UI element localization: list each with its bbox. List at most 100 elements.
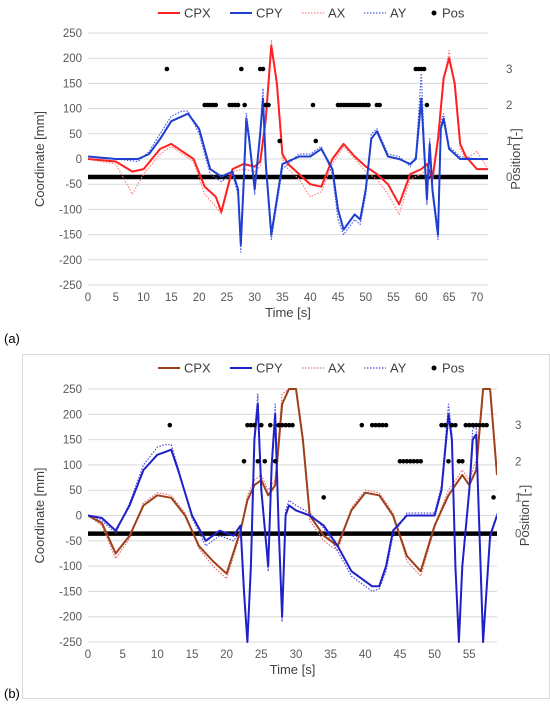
y2-axis-title: Position [-] xyxy=(517,485,532,546)
legend-label-cpx: CPX xyxy=(184,6,211,21)
series-line-cpy xyxy=(88,97,488,246)
y-tick-label: -50 xyxy=(65,179,82,191)
y2-tick-label: 1 xyxy=(506,136,512,148)
position-marker xyxy=(373,422,378,428)
plot-area xyxy=(88,39,488,253)
position-marker xyxy=(397,458,403,464)
position-marker xyxy=(442,422,448,428)
position-marker xyxy=(239,66,244,72)
position-marker xyxy=(262,458,268,464)
x-tick-label: 30 xyxy=(290,649,303,661)
y-tick-label: 150 xyxy=(63,78,82,90)
panel-label-a: (a) xyxy=(4,331,20,346)
position-marker xyxy=(283,422,288,428)
legend-label-cpx: CPX xyxy=(184,361,211,376)
y-tick-label: -150 xyxy=(59,230,82,242)
y-tick-label: 200 xyxy=(63,409,82,421)
y-tick-label: 100 xyxy=(63,104,82,116)
x-tick-label: 10 xyxy=(151,649,164,661)
legend-label-cpy: CPY xyxy=(256,6,283,21)
position-marker xyxy=(446,458,451,464)
series-line-cpx xyxy=(88,44,488,213)
position-marker xyxy=(376,422,382,428)
x-tick-label: 0 xyxy=(85,649,91,661)
x-tick-label: 50 xyxy=(359,292,372,304)
position-marker xyxy=(235,102,241,108)
position-marker xyxy=(424,102,430,108)
position-marker xyxy=(164,66,170,72)
y-tick-label: 0 xyxy=(76,511,82,523)
y2-tick-label: 0 xyxy=(515,529,521,541)
position-marker xyxy=(463,422,469,428)
position-marker xyxy=(310,102,316,108)
legend-label-ax: AX xyxy=(328,361,346,376)
x-tick-label: 30 xyxy=(248,292,261,304)
x-tick-label: 60 xyxy=(415,292,428,304)
y-tick-label: 50 xyxy=(69,485,82,497)
legend-label-ay: AY xyxy=(390,6,407,21)
y2-axis-title: Position [-] xyxy=(508,128,523,189)
y-tick-label: 100 xyxy=(63,460,82,472)
x-tick-label: 35 xyxy=(276,292,289,304)
position-marker xyxy=(408,458,413,464)
y2-tick-label: 0 xyxy=(506,172,512,184)
position-marker xyxy=(480,422,486,428)
x-tick-label: 40 xyxy=(304,292,317,304)
position-marker xyxy=(213,102,219,108)
position-marker xyxy=(453,422,458,428)
y-tick-label: 50 xyxy=(69,129,82,141)
position-marker xyxy=(259,422,264,428)
x-tick-label: 35 xyxy=(324,649,337,661)
x-tick-label: 65 xyxy=(443,292,456,304)
x-tick-label: 15 xyxy=(165,292,178,304)
position-marker xyxy=(313,138,319,144)
x-axis-title: Time [s] xyxy=(265,305,311,320)
position-marker xyxy=(272,458,278,464)
y-tick-label: -150 xyxy=(59,586,82,598)
y-tick-label: -200 xyxy=(59,255,82,267)
position-marker xyxy=(401,458,406,464)
position-marker xyxy=(366,102,371,108)
position-marker xyxy=(167,422,173,428)
x-tick-label: 5 xyxy=(119,649,125,661)
position-marker xyxy=(439,422,444,428)
legend-swatch-pos xyxy=(431,365,437,371)
x-tick-label: 15 xyxy=(186,649,199,661)
y2-tick-label: 2 xyxy=(506,100,512,112)
position-marker xyxy=(286,422,292,428)
position-marker xyxy=(277,138,282,144)
y-tick-label: -100 xyxy=(59,561,82,573)
x-tick-label: 10 xyxy=(137,292,150,304)
x-tick-label: 40 xyxy=(359,649,372,661)
y2-tick-label: 1 xyxy=(515,492,521,504)
x-tick-label: 45 xyxy=(394,649,407,661)
y2-tick-label: 2 xyxy=(515,456,521,468)
y-tick-label: 200 xyxy=(63,53,82,65)
series-line-cpy xyxy=(88,403,497,643)
series-line-ax xyxy=(88,388,497,580)
y2-tick-label: 3 xyxy=(506,64,512,76)
position-marker xyxy=(473,422,479,428)
position-marker xyxy=(466,422,472,428)
x-tick-label: 25 xyxy=(220,292,233,304)
legend-label-pos: Pos xyxy=(442,6,465,21)
y-tick-label: 250 xyxy=(63,28,82,40)
position-marker xyxy=(421,66,427,72)
series-line-cpx xyxy=(88,388,497,575)
y-tick-label: 250 xyxy=(63,384,82,396)
y2-tick-label: 3 xyxy=(515,420,521,432)
position-marker xyxy=(414,458,420,464)
position-marker xyxy=(411,458,417,464)
position-marker xyxy=(470,422,476,428)
position-marker xyxy=(491,495,496,500)
chart-panel-a: -250 -200 -150 -100 -50 0 50 100 150 200 250 0 5 10 15… xyxy=(0,0,550,352)
position-marker xyxy=(242,102,247,108)
position-marker xyxy=(359,422,365,428)
x-tick-label: 50 xyxy=(428,649,441,661)
position-marker xyxy=(290,422,295,428)
position-marker xyxy=(460,458,465,464)
y-tick-label: -50 xyxy=(65,536,82,548)
legend: CPX CPY AX AY Pos xyxy=(158,361,465,376)
